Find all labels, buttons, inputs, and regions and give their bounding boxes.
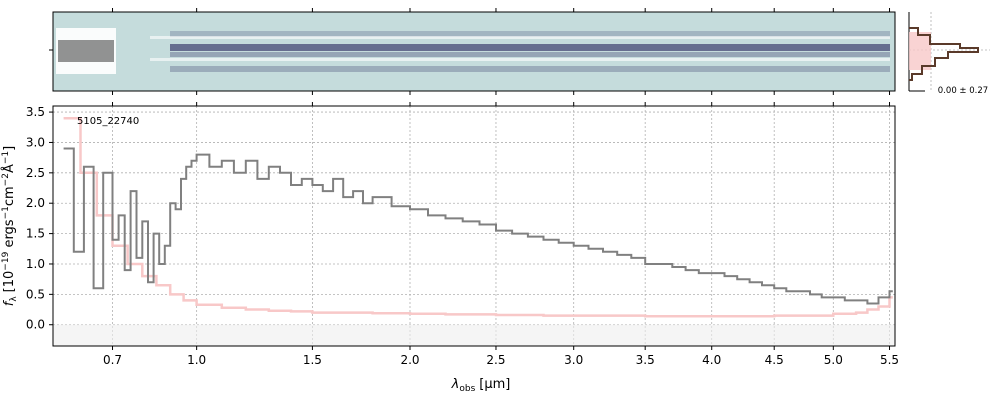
x-tick-label: 3.0 [564,353,583,367]
y-tick-label: 0.5 [26,287,45,301]
spectrum-1d-frame [52,105,896,347]
y-axis-label: fλ[10−19 ergs−1cm−2Å−1] [1,146,19,306]
y-tick-label: 2.5 [26,166,45,180]
spectrum-2d-frame [52,11,896,92]
x-tick-label: 5.5 [880,353,899,367]
y-axis-label-bracket: [10 [2,271,17,293]
y-axis-label-mid: ergs [2,219,17,251]
noise-histogram-panel: 0.00 ± 0.27 [908,12,990,96]
white-band [150,36,890,39]
object-id-label: 5105_22740 [77,116,139,127]
x-axis-label-symbol: λ [451,377,460,392]
y-axis-label-symbol: f [2,299,17,306]
x-tick-label: 2.0 [400,353,419,367]
noisy-region-dark [58,40,114,62]
spectrum-1d-background [53,106,895,346]
x-axis-label: λobs [μm] [451,377,511,394]
spectrum-1d-panel: 0.7 1.0 1.5 2.0 2.5 3.0 3.5 4.0 4.5 5.0 5.5 0.0 0.5… [1,102,899,394]
y-axis-label-end: Å [1,164,17,173]
trace-band [170,52,890,57]
zero-band [53,324,895,346]
spectrum-2d-background [53,12,895,91]
histogram-gaussian [909,32,931,70]
x-axis-label-subscript: obs [459,384,475,394]
spectrum-2d-ticks [49,8,891,95]
error-series-line [63,116,893,318]
x-tick-label: 3.5 [636,353,655,367]
x-tick-label: 0.7 [103,353,122,367]
trace-band [170,44,890,51]
trace-band [170,31,890,37]
y-tick-label: 3.5 [26,105,45,119]
y-tick-label: 1.5 [26,227,45,241]
x-tick-label: 4.5 [765,353,784,367]
spectrum-2d-panel [49,8,896,95]
noise-histogram-label: 0.00 ± 0.27 [938,86,988,96]
y-axis-label-exp2: −1 [1,206,11,219]
trace-band [170,66,890,72]
y-tick-label: 3.0 [26,135,45,149]
flux-series-line [63,147,893,305]
x-tick-label: 1.0 [187,353,206,367]
histogram-bars [909,27,979,81]
x-tick-label: 1.5 [303,353,322,367]
y-tick-label: 2.0 [26,196,45,210]
x-tick-label: 4.0 [702,353,721,367]
y-tick-label: 1.0 [26,257,45,271]
spectrum-lines [63,116,893,318]
y-axis-label-mid2: cm [2,186,17,206]
y-axis-ticks: 0.0 0.5 1.0 1.5 2.0 2.5 3.0 3.5 [26,105,53,332]
y-axis-label-exp3: −2 [1,173,11,186]
spectrum-2d-cells [56,28,890,74]
x-tick-label: 5.0 [824,353,843,367]
white-band [150,58,890,61]
y-tick-label: 0.0 [26,318,45,332]
noisy-region [56,28,116,74]
x-axis-label-unit: [μm] [479,377,510,392]
y-axis-label-close: ] [2,146,17,151]
y-axis-label-exp1: −19 [1,251,11,270]
grid-lines [53,106,895,346]
y-axis-label-subscript: λ [9,296,19,302]
noise-histogram-bars [908,12,990,92]
y-axis-label-exp4: −1 [1,151,11,164]
x-tick-label: 2.5 [486,353,505,367]
x-axis-ticks: 0.7 1.0 1.5 2.0 2.5 3.0 3.5 4.0 4.5 5.0 5.5 [103,102,899,367]
